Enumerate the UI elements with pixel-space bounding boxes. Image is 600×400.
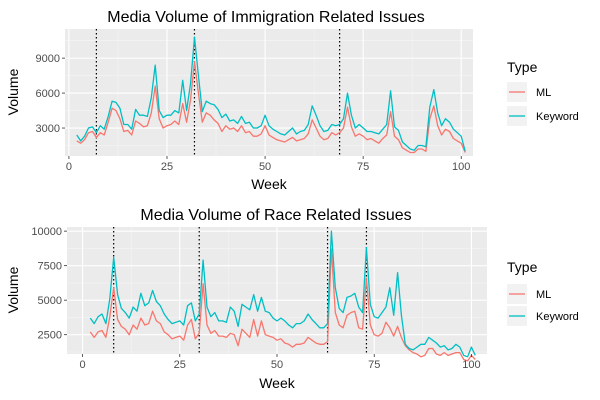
plot-panel [65, 29, 473, 156]
series-line-keyword [89, 230, 476, 358]
y-axis-ticks: 3000 6000 9000 [36, 53, 65, 135]
series-line-ml [76, 60, 466, 154]
x-tick-label: 75 [357, 161, 369, 173]
y-tick-label: 5000 [38, 295, 62, 307]
x-tick-label: 100 [462, 359, 480, 371]
y-tick-label: 6000 [36, 88, 60, 100]
legend-label-keyword: Keyword [536, 311, 579, 323]
series-line-keyword [76, 36, 466, 152]
legend-item-keyword: Keyword [507, 106, 579, 126]
x-axis-ticks: 0 25 50 75 100 [79, 354, 481, 371]
y-tick-label: 9000 [36, 53, 60, 65]
chart-immigration: Media Volume of Immigration Related Issu… [5, 9, 579, 192]
x-tick-label: 75 [368, 359, 380, 371]
legend-label-keyword: Keyword [536, 111, 579, 123]
chart-title: Media Volume of Immigration Related Issu… [107, 9, 424, 26]
x-axis-ticks: 0 25 50 75 100 [66, 156, 470, 173]
legend-label-ml: ML [536, 87, 551, 99]
legend-item-ml: ML [507, 82, 551, 102]
chart-race: Media Volume of Race Related Issues 2500… [5, 207, 579, 391]
x-tick-label: 50 [259, 161, 271, 173]
legend: Type ML Keyword [507, 59, 579, 126]
reference-lines [95, 29, 341, 156]
legend-item-ml: ML [507, 284, 551, 304]
x-tick-label: 50 [271, 359, 283, 371]
y-tick-label: 2500 [38, 330, 62, 342]
y-axis-title: Volume [5, 68, 21, 115]
x-tick-label: 25 [174, 359, 186, 371]
chart-title: Media Volume of Race Related Issues [140, 207, 411, 224]
legend: Type ML Keyword [507, 259, 579, 326]
x-tick-label: 0 [79, 359, 85, 371]
y-axis-ticks: 2500 5000 7500 10000 [31, 226, 67, 342]
y-tick-label: 10000 [31, 226, 62, 238]
x-tick-label: 25 [161, 161, 173, 173]
legend-title: Type [507, 259, 538, 275]
series-lines [89, 230, 476, 362]
y-tick-label: 7500 [38, 261, 62, 273]
legend-item-keyword: Keyword [507, 306, 579, 326]
x-axis-title: Week [259, 375, 296, 391]
series-line-ml [89, 248, 476, 362]
x-axis-title: Week [251, 176, 288, 192]
x-tick-label: 100 [452, 161, 470, 173]
legend-label-ml: ML [536, 289, 551, 301]
legend-title: Type [507, 59, 538, 75]
series-lines [76, 36, 466, 154]
y-axis-title: Volume [5, 266, 21, 313]
x-tick-label: 0 [66, 161, 72, 173]
y-tick-label: 3000 [36, 123, 60, 135]
gridlines [67, 227, 487, 354]
